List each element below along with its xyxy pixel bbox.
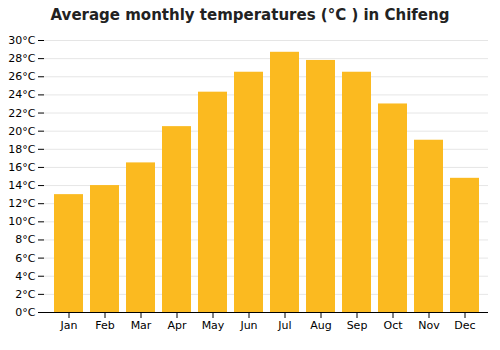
svg-text:0°C: 0°C [15, 306, 35, 319]
svg-text:16°C: 16°C [8, 161, 35, 174]
svg-text:22°C: 22°C [8, 107, 35, 120]
svg-text:6°C: 6°C [15, 252, 35, 265]
svg-text:Jan: Jan [60, 319, 78, 332]
svg-text:26°C: 26°C [8, 70, 35, 83]
svg-text:2°C: 2°C [15, 288, 35, 301]
svg-text:May: May [202, 319, 225, 332]
svg-text:Feb: Feb [95, 319, 114, 332]
svg-text:18°C: 18°C [8, 143, 35, 156]
svg-text:Jun: Jun [239, 319, 257, 332]
svg-text:Sep: Sep [347, 319, 368, 332]
html-text:Average monthly temperatures (: Average monthly temperatures (°C ) in Ch… [50, 6, 450, 24]
svg-text:Jul: Jul [277, 319, 291, 332]
svg-text:Oct: Oct [383, 319, 403, 332]
svg-text:20°C: 20°C [8, 125, 35, 138]
svg-text:Mar: Mar [131, 319, 152, 332]
svg-text:10°C: 10°C [8, 215, 35, 228]
svg-text:4°C: 4°C [15, 270, 35, 283]
svg-text:Aug: Aug [310, 319, 331, 332]
svg-text:12°C: 12°C [8, 197, 35, 210]
svg-text:30°C: 30°C [8, 34, 35, 47]
svg-text:Nov: Nov [418, 319, 440, 332]
svg-text:8°C: 8°C [15, 233, 35, 246]
svg-text:Dec: Dec [454, 319, 475, 332]
svg-text:28°C: 28°C [8, 52, 35, 65]
svg-text:24°C: 24°C [8, 88, 35, 101]
svg-text:Apr: Apr [167, 319, 187, 332]
svg-text:14°C: 14°C [8, 179, 35, 192]
